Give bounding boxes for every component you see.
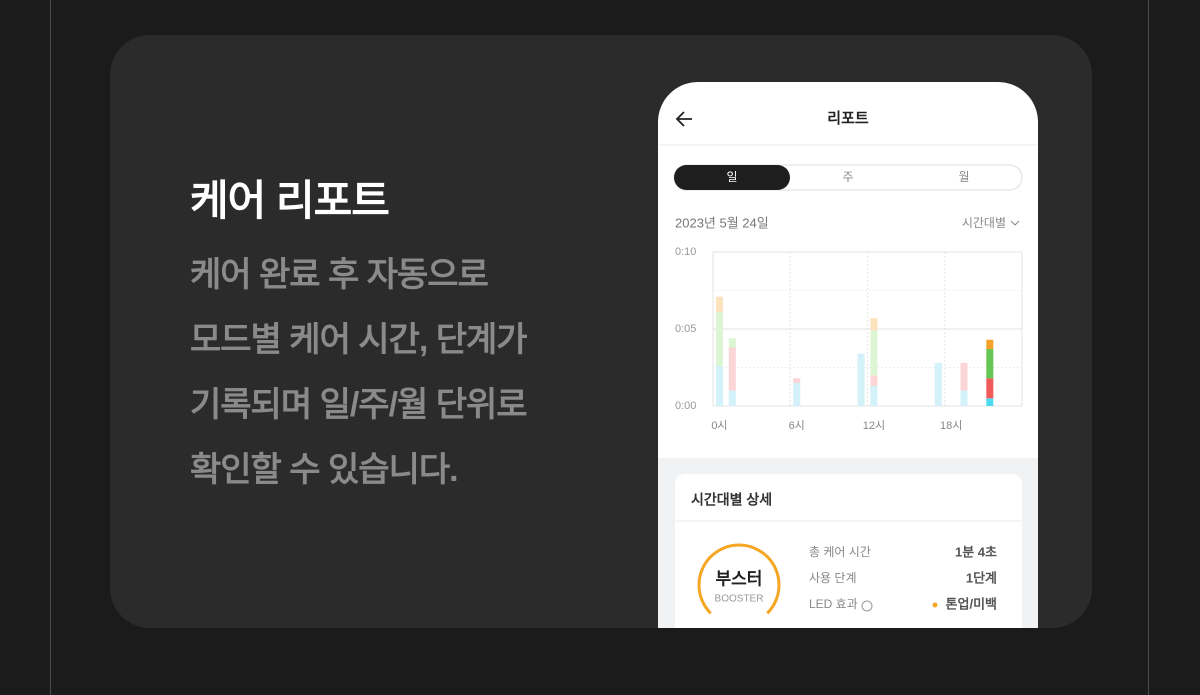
row-value: 톤업/미백 xyxy=(946,596,997,611)
app-header: 리포트 xyxy=(827,110,869,127)
bar-segment xyxy=(857,353,865,406)
tab[interactable]: 일 xyxy=(726,170,737,184)
x-tick-label: 6시 xyxy=(789,420,805,432)
bar-segment xyxy=(986,398,994,406)
bar-segment xyxy=(986,378,994,399)
promo-line: 확인할 수 있습니다. xyxy=(190,451,459,489)
detail-card xyxy=(675,474,1022,628)
mode-en: BOOSTER xyxy=(715,594,764,605)
info-icon[interactable] xyxy=(861,600,873,612)
back-button[interactable] xyxy=(675,111,692,127)
row-label: 사용 단계 xyxy=(809,571,857,585)
frame-line xyxy=(50,0,51,695)
phone-screen: 리포트 일 주 월 2023년 5월 24일 시간대별 0:00 0:05 0:10 0시… xyxy=(658,82,1038,628)
x-tick-label: 12시 xyxy=(863,420,885,432)
promo-line: 케어 완료 후 자동으로 xyxy=(190,256,489,294)
bar-segment xyxy=(870,375,878,386)
bar-segment xyxy=(715,365,723,406)
app-screen: 리포트 일 주 월 2023년 5월 24일 시간대별 0:00 0:05 0:10 0시… xyxy=(658,110,1038,628)
bar-segment xyxy=(728,390,736,406)
tab-selected xyxy=(674,165,790,190)
row-label: 총 케어 시간 xyxy=(809,545,871,559)
bar-segment xyxy=(934,362,942,406)
bar-segment xyxy=(715,296,723,313)
bar-segment xyxy=(793,382,801,406)
bar-segment xyxy=(870,385,878,406)
row-value: 1단계 xyxy=(966,570,997,585)
row-label: LED 효과 xyxy=(809,597,858,611)
bar-segment xyxy=(986,339,994,350)
led-dot xyxy=(932,602,938,608)
detail-title: 시간대별 상세 xyxy=(691,492,772,508)
promo-card: 케어 리포트 케어 완료 후 자동으로 모드별 케어 시간, 단계가 기록되며 … xyxy=(110,35,1092,628)
bar-segment xyxy=(870,330,878,376)
row-value: 1분 4초 xyxy=(955,544,997,559)
bar-segment xyxy=(870,318,878,331)
bar-segment xyxy=(715,312,723,366)
tab[interactable]: 주 xyxy=(842,170,853,184)
x-tick-label: 0시 xyxy=(711,420,727,432)
bar-segment xyxy=(793,378,801,383)
date: 2023년 5월 24일 xyxy=(675,215,769,230)
y-tick-label: 0:00 xyxy=(675,400,696,412)
bar-segment xyxy=(728,338,736,348)
chevron xyxy=(1010,220,1020,226)
bar-segment xyxy=(960,362,968,391)
x-tick-label: 18시 xyxy=(940,420,962,432)
frame-line xyxy=(1148,0,1149,695)
bar-segment xyxy=(728,347,736,391)
bar-segment xyxy=(960,390,968,406)
tab[interactable]: 월 xyxy=(958,170,969,184)
y-tick-label: 0:05 xyxy=(675,323,696,335)
mode-name: 부스터 xyxy=(716,569,763,588)
promo-title: 케어 리포트 xyxy=(190,177,390,224)
promo-line: 모드별 케어 시간, 단계가 xyxy=(190,321,528,359)
bar-segment xyxy=(986,349,994,379)
y-tick-label: 0:10 xyxy=(675,246,696,258)
promo-line: 기록되며 일/주/월 단위로 xyxy=(190,386,528,424)
mode-ring xyxy=(697,543,781,615)
view-select[interactable]: 시간대별 xyxy=(962,216,1006,230)
